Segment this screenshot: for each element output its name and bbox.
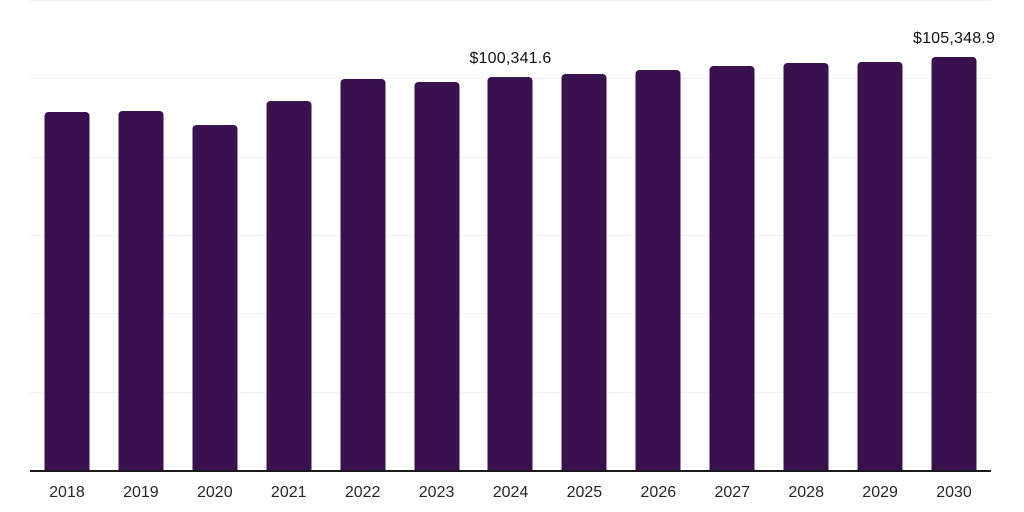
x-axis-labels: 2018 2019 2020 2021 2022 2023 2024 2025 2026 2027… xyxy=(30,471,991,512)
bar-2029 xyxy=(857,61,903,470)
x-tick-2025: 2025 xyxy=(566,484,603,501)
bar-slot-2020 xyxy=(178,0,252,470)
gridline-120000 xyxy=(30,0,991,1)
x-tick-2027: 2027 xyxy=(714,484,751,501)
bar-2019 xyxy=(118,110,164,470)
x-tick-2023: 2023 xyxy=(418,484,455,501)
x-tick-2021: 2021 xyxy=(270,484,307,501)
bars-container: $100,341.6 $105,348.9 xyxy=(30,0,995,470)
bar-slot-2027 xyxy=(695,0,769,470)
bar-slot-2026 xyxy=(621,0,695,470)
x-tick-2018: 2018 xyxy=(49,484,85,501)
bar-slot-2023 xyxy=(400,0,474,470)
x-axis-line xyxy=(30,470,991,472)
bar-slot-2028 xyxy=(769,0,843,470)
bar-2021 xyxy=(266,101,312,470)
x-tick-2029: 2029 xyxy=(862,484,898,501)
bar-2023 xyxy=(414,81,460,470)
bar-slot-2025 xyxy=(547,0,621,470)
bar-slot-2029 xyxy=(843,0,917,470)
bar-2030 xyxy=(931,57,977,470)
bar-slot-2030: $105,348.9 xyxy=(913,0,995,470)
bar-2022 xyxy=(340,78,386,470)
x-tick-2026: 2026 xyxy=(640,484,677,501)
x-tick-2024: 2024 xyxy=(492,484,529,501)
x-tick-2030: 2030 xyxy=(936,484,972,501)
bar-slot-2019 xyxy=(104,0,178,470)
bar-2026 xyxy=(635,70,681,470)
x-tick-2020: 2020 xyxy=(197,484,233,501)
bar-2028 xyxy=(783,63,829,470)
bar-slot-2024: $100,341.6 xyxy=(469,0,551,470)
bar-value-label-2024: $100,341.6 xyxy=(469,50,552,67)
bar-value-label-2030: $105,348.9 xyxy=(912,30,996,48)
bar-2027 xyxy=(709,66,755,470)
bar-slot-2021 xyxy=(252,0,326,470)
bar-slot-2018 xyxy=(30,0,104,470)
bar-2024 xyxy=(487,77,533,470)
x-tick-2022: 2022 xyxy=(344,484,381,501)
bar-2020 xyxy=(192,124,238,470)
plot-area: $100,341.6 $105,348.9 xyxy=(30,0,995,470)
x-tick-2028: 2028 xyxy=(788,484,824,501)
bar-slot-2022 xyxy=(326,0,400,470)
bar-2025 xyxy=(561,74,607,470)
bar-2018 xyxy=(44,111,90,470)
x-tick-2019: 2019 xyxy=(123,484,159,501)
